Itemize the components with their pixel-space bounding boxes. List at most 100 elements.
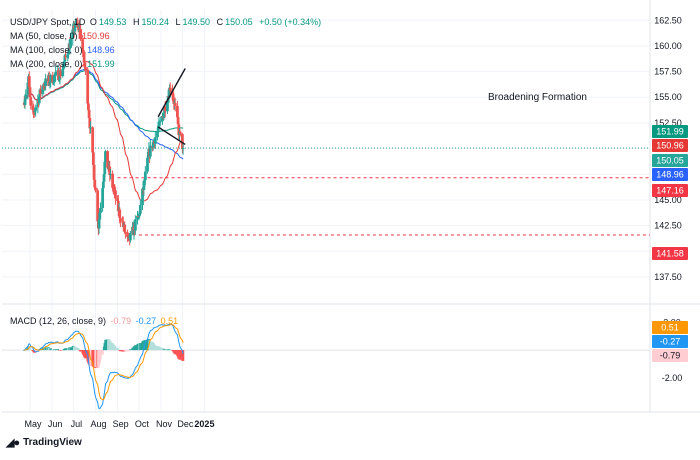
candle-body: [83, 62, 87, 68]
candle-body: [104, 151, 107, 162]
ohlc-high: H 150.24: [132, 17, 169, 27]
candle-body: [57, 79, 61, 81]
macd-histogram-bar: [34, 350, 37, 353]
legend-ma50[interactable]: MA (50, close, 0) 150.96: [10, 31, 112, 42]
candle-body: [52, 82, 55, 84]
candle-body: [53, 75, 57, 77]
candle-body: [116, 198, 119, 202]
candle-body: [141, 188, 144, 206]
candle-body: [156, 128, 160, 132]
candle-body: [33, 110, 37, 113]
macd-histogram-bar: [44, 347, 47, 351]
candle-body: [74, 22, 77, 28]
macd-histogram-bar: [104, 339, 107, 351]
macd-histogram-bar: [174, 350, 177, 355]
price-tag: [652, 168, 688, 181]
candle-body: [92, 164, 96, 180]
macd-histogram-bar: [94, 350, 97, 367]
candle-body: [151, 141, 155, 148]
candle-body: [36, 99, 40, 108]
candle-body: [156, 131, 159, 138]
candle-body: [153, 137, 157, 144]
candle-body: [76, 22, 80, 28]
candle-body: [62, 61, 66, 66]
ma100-value: 148.96: [87, 45, 115, 55]
candle-body: [163, 106, 167, 112]
tradingview-logo[interactable]: ◢● TradingView: [6, 436, 82, 449]
candle-body: [93, 179, 97, 188]
candle-body: [49, 75, 53, 82]
ohlc-low: L 149.50: [175, 17, 211, 27]
candle-body: [172, 98, 176, 104]
candle-body: [138, 213, 142, 215]
candle-body: [137, 214, 141, 217]
price-tag: [652, 125, 688, 138]
candle-body: [28, 87, 32, 98]
candle-body: [71, 29, 75, 39]
date-tick-label: Dec: [177, 419, 194, 429]
candle-body: [101, 181, 105, 189]
date-tick-label: Oct: [135, 419, 150, 429]
macd-histogram-bar: [69, 347, 72, 351]
annotation-broadening-formation: Broadening Formation: [488, 92, 587, 103]
macd-line: [23, 323, 184, 410]
macd-label: MACD (12, 26, close, 9): [10, 316, 107, 326]
candle-body: [142, 181, 146, 190]
candle-body: [111, 173, 114, 188]
candle-body: [102, 174, 106, 182]
macd-histogram-bar: [154, 345, 157, 351]
macd-tag: [652, 321, 688, 334]
candle-body: [111, 187, 115, 189]
tradingview-logo-icon: ◢●: [6, 437, 20, 449]
candle-body: [91, 127, 95, 153]
candle-body: [101, 188, 105, 208]
candle-body: [73, 27, 77, 32]
price-tick-label: 160.00: [654, 41, 682, 51]
candle-body: [109, 173, 112, 175]
date-tick-label: Jul: [71, 419, 83, 429]
candle-body: [136, 215, 139, 220]
candle-body: [175, 105, 179, 118]
candle-body: [126, 232, 129, 237]
macd-histogram-bar: [99, 350, 102, 360]
candle-body: [158, 122, 161, 124]
candle-body: [138, 205, 142, 214]
candle-body: [158, 121, 162, 123]
symbol-info: USD/JPY Spot, 1D O 149.53 H 150.24 L 149.50…: [10, 17, 323, 28]
ma200-label: MA (200, close, 0): [10, 59, 83, 69]
price-tag-value: 141.58: [656, 249, 684, 259]
macd-tag: [652, 335, 688, 348]
price-tag-value: 151.99: [656, 127, 684, 137]
price-tick-label: 142.50: [654, 221, 682, 231]
broadening-upper-line: [157, 68, 186, 118]
candle-body: [24, 94, 28, 100]
date-tick-label: Sep: [113, 419, 129, 429]
candle-body: [82, 51, 86, 63]
macd-histogram-bar: [84, 350, 87, 359]
price-tick-label: 157.50: [654, 67, 682, 77]
candle-body: [143, 171, 147, 181]
candle-body: [47, 75, 51, 84]
candle-body: [178, 131, 182, 135]
candle-body: [94, 187, 97, 191]
legend-ma100[interactable]: MA (100, close, 0) 148.96: [10, 45, 117, 56]
ma50-value: 150.96: [82, 31, 110, 41]
macd-histogram-bar: [77, 349, 81, 351]
candle-body: [136, 215, 140, 217]
candle-body: [96, 190, 100, 222]
candle-body: [81, 39, 85, 52]
candle-body: [88, 118, 92, 129]
macd-histogram-bar: [79, 350, 82, 352]
candle-body: [32, 111, 36, 113]
macd-histogram-bar: [54, 349, 57, 351]
candle-body: [59, 70, 63, 77]
legend-ma200[interactable]: MA (200, close, 0) 151.99: [10, 59, 117, 70]
macd-legend[interactable]: MACD (12, 26, close, 9) -0.79 -0.27 0.51: [10, 316, 180, 327]
ma50-label: MA (50, close, 0): [10, 31, 78, 41]
candle-body: [173, 103, 177, 106]
signal-line: [24, 324, 184, 401]
candle-body: [123, 224, 127, 232]
date-tick-label: Jun: [48, 419, 63, 429]
candle-body: [118, 209, 122, 218]
